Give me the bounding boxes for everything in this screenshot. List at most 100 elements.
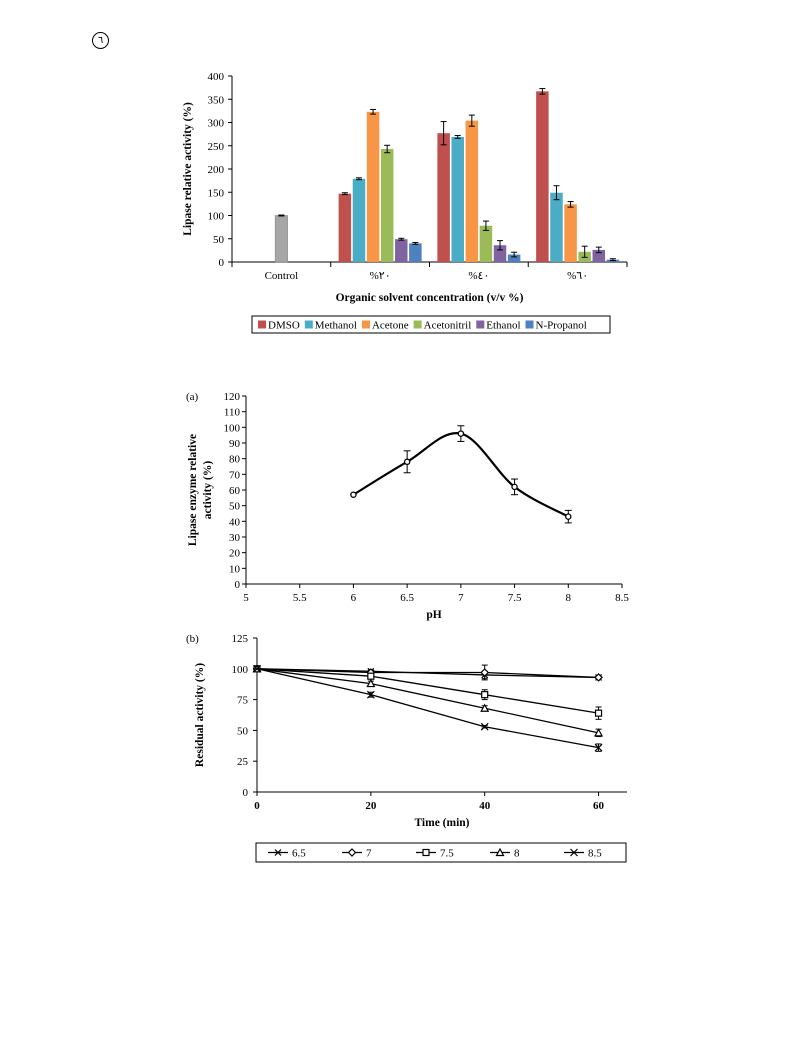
legend-label: 6.5 (292, 848, 306, 860)
legend-item: 8 (490, 848, 520, 860)
x-tick-label: 6.5 (400, 592, 414, 604)
bar-dmso (437, 133, 450, 262)
panel-label-a: (a) (186, 391, 199, 403)
error-bar (341, 192, 348, 196)
legend-label: Acetonitril (424, 320, 472, 332)
x-tick-label: 40 (479, 800, 491, 812)
series-ph-8 (252, 664, 604, 738)
y-tick-label: 40 (229, 516, 241, 528)
x-tick-label: 7.5 (508, 592, 522, 604)
error-bar (468, 114, 475, 127)
bar-methanol (352, 178, 366, 262)
y-tick-label: 300 (208, 118, 225, 130)
legend-box (255, 842, 627, 863)
bar-acetonitril (380, 149, 394, 262)
data-point (511, 483, 518, 491)
y-tick-label: 400 (208, 71, 225, 83)
legend-label: Acetone (372, 320, 409, 332)
y-tick-label: 30 (229, 532, 241, 544)
x-tick-label: %٦٠ (567, 270, 588, 282)
y-tick-label: 60 (229, 485, 241, 497)
error-bar (567, 201, 574, 208)
error-bar (278, 214, 285, 217)
y-tick-label: 120 (224, 391, 241, 403)
bar-methanol (550, 192, 563, 262)
data-point (481, 691, 489, 699)
bar-dmso (338, 193, 352, 262)
y-tick-label: 150 (208, 187, 225, 199)
error-bar (454, 135, 461, 139)
x-tick-label: %٤٠ (468, 270, 489, 282)
error-bar (412, 241, 419, 245)
error-bar (355, 177, 362, 181)
data-point (594, 709, 603, 717)
legend-label: 8 (514, 848, 520, 860)
y-tick-label: 70 (229, 469, 241, 481)
x-tick-label: 8.5 (615, 592, 629, 604)
series-line (256, 668, 599, 679)
legend-swatch (413, 320, 422, 329)
legend-box (251, 315, 611, 334)
x-axis-title: Time (min) (414, 817, 469, 829)
data-point (594, 728, 604, 737)
legend-label: 7.5 (440, 848, 454, 860)
y-axis-title: Lipase relative activity (%) (182, 102, 194, 236)
legend-swatch (476, 320, 485, 329)
y-tick-label: 75 (237, 695, 249, 707)
error-bar (497, 240, 504, 251)
bar-acetone (465, 120, 479, 262)
legend-item: 8.5 (564, 848, 602, 860)
data-point (366, 690, 375, 699)
x-tick-label: 20 (365, 800, 377, 812)
x-axis-title: pH (426, 609, 441, 621)
y-tick-label: 0 (219, 257, 225, 269)
y-tick-label: 125 (232, 633, 249, 645)
x-tick-label: 60 (593, 800, 605, 812)
y-tick-label: 50 (229, 501, 241, 513)
bar-acetone (366, 111, 380, 263)
data-point (480, 703, 490, 712)
legend-item: 7.5 (416, 848, 454, 860)
series-line (256, 668, 599, 714)
y-tick-label: 250 (208, 141, 225, 153)
bar-acetone (564, 204, 577, 262)
error-bar (581, 245, 588, 258)
x-tick-label: Control (265, 270, 299, 282)
series-line (256, 668, 599, 749)
page-number-mark: ٦ (92, 32, 109, 49)
error-bar (398, 237, 405, 241)
x-tick-label: 5 (243, 592, 249, 604)
error-bar (384, 144, 391, 154)
x-tick-label: %٢٠ (370, 270, 391, 282)
legend: 6.5 7 7.5 8 8.5 (255, 842, 627, 863)
error-bar (553, 185, 560, 201)
legend-item: 6.5 (268, 848, 306, 860)
y-tick-label: 25 (237, 756, 249, 768)
error-bar (595, 246, 602, 254)
legend-label: N-Propanol (536, 320, 587, 332)
legend: DMSO Methanol Acetone Acetonitril Ethanol N-P… (251, 315, 611, 334)
bar-ethanol (493, 245, 507, 262)
data-point (253, 664, 261, 673)
error-bar (539, 88, 546, 95)
legend-label: Methanol (315, 320, 357, 332)
data-point (480, 722, 489, 731)
x-tick-label: 6 (351, 592, 357, 604)
y-tick-label: 350 (208, 94, 225, 106)
panel-label-b: (b) (186, 633, 199, 645)
x-tick-label: 5.5 (293, 592, 307, 604)
legend-swatch (258, 320, 266, 329)
error-bar (511, 251, 518, 258)
error-bar (482, 220, 489, 231)
y-tick-label: 20 (229, 548, 241, 560)
legend-label: DMSO (268, 320, 300, 332)
bar-acetonitril (479, 225, 493, 262)
legend-label: 8.5 (588, 848, 602, 860)
series-line (256, 668, 599, 734)
legend-swatch (304, 320, 313, 329)
bar-npropanol (507, 254, 521, 262)
error-bar (370, 108, 377, 115)
x-tick-label: 0 (254, 800, 260, 812)
